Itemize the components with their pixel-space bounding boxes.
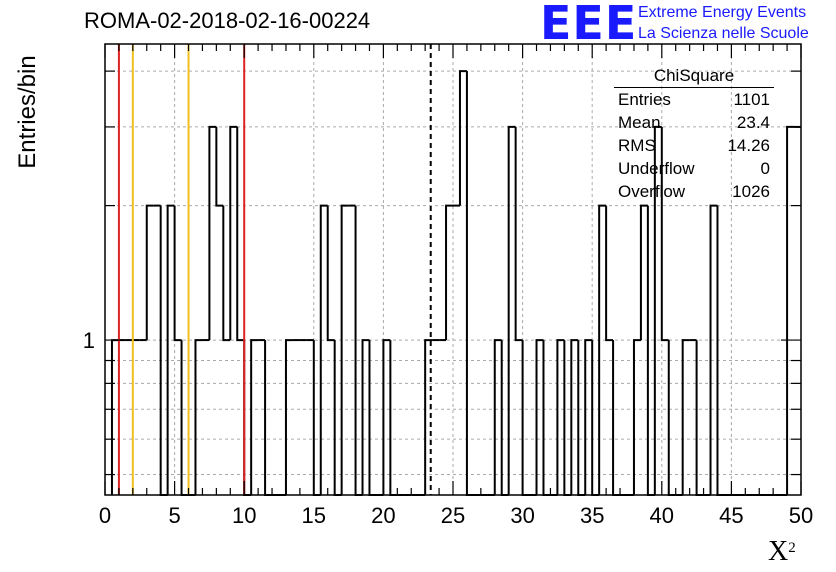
- histogram-bin: [667, 340, 676, 496]
- histogram-bin: [215, 126, 224, 207]
- histogram-bin: [264, 340, 273, 496]
- histogram-bin: [542, 340, 551, 496]
- stats-box: ChiSquare Entries 1101 Mean 23.4 RMS 14.26 …: [610, 66, 778, 203]
- histogram-bin: [354, 205, 363, 496]
- x-tick-label: 35: [580, 503, 604, 528]
- stats-label: Overflow: [618, 182, 686, 201]
- histogram-bin: [333, 340, 342, 496]
- stats-row: Overflow 1026: [610, 180, 778, 203]
- histogram-bin: [424, 339, 433, 495]
- histogram-bin: [507, 125, 516, 495]
- stats-label: Entries: [618, 90, 671, 109]
- histogram-bin: [229, 125, 238, 341]
- histogram-bin: [646, 205, 655, 496]
- logo-line-1: Extreme Energy Events: [638, 4, 807, 21]
- histogram-bin: [605, 205, 614, 342]
- histogram-bin: [382, 339, 391, 495]
- histogram-bin: [465, 71, 474, 496]
- eee-logo: EEE: [540, 0, 638, 50]
- histogram-bin: [458, 70, 467, 206]
- histogram-bin: [695, 340, 704, 496]
- stats-label: Underflow: [618, 159, 695, 178]
- histogram-bin: [598, 204, 607, 495]
- histogram-bin: [681, 339, 690, 495]
- x-tick-label: 15: [302, 503, 326, 528]
- y-axis-label: Entries/bin: [14, 55, 41, 169]
- histogram-bin: [250, 339, 259, 495]
- stats-row: RMS 14.26: [610, 134, 778, 157]
- stats-value: 14.26: [727, 136, 770, 155]
- histogram-bin: [312, 340, 321, 496]
- stats-value: 0: [760, 159, 770, 178]
- histogram-bin: [514, 126, 523, 342]
- chart-title: ROMA-02-2018-02-16-00224: [84, 8, 371, 33]
- histogram-bin: [639, 204, 648, 341]
- histogram-bin: [632, 339, 641, 495]
- y-axis-ticks: 1: [83, 70, 801, 476]
- histogram-bin: [222, 205, 231, 342]
- y-tick-label: 1: [83, 328, 95, 353]
- histogram-bin: [145, 204, 154, 341]
- histogram-bin: [653, 125, 662, 495]
- stats-value: 23.4: [736, 113, 770, 132]
- histogram-bin: [716, 205, 725, 496]
- x-tick-label: 45: [719, 503, 743, 528]
- histogram-bin: [284, 339, 293, 495]
- histogram-bin: [208, 125, 217, 341]
- stats-label: Mean: [618, 113, 661, 132]
- histogram-bin: [556, 339, 565, 495]
- x-tick-label: 20: [371, 503, 395, 528]
- histogram-bin: [709, 204, 718, 495]
- histogram-bin: [612, 340, 621, 496]
- histogram-bin: [584, 339, 593, 495]
- x-axis-ticks: 0 5 10 15 20 25 30 35 40 45 50: [99, 44, 813, 528]
- histogram-bin: [243, 340, 252, 496]
- histogram-bin: [500, 340, 509, 496]
- x-tick-label: 10: [232, 503, 256, 528]
- logo-line-2: La Scienza nelle Scuole: [638, 25, 809, 42]
- stats-title: ChiSquare: [614, 66, 774, 88]
- histogram-bin: [236, 126, 245, 342]
- stats-value: 1101: [733, 90, 770, 109]
- x-tick-label: 0: [99, 503, 111, 528]
- histogram-bin: [173, 205, 182, 342]
- histogram-bin: [326, 205, 335, 342]
- x-tick-label: 40: [650, 503, 674, 528]
- histogram-bin: [570, 339, 579, 495]
- histogram-bin: [319, 204, 328, 495]
- histogram-bin: [340, 204, 349, 495]
- histogram-bin: [660, 126, 669, 342]
- x-tick-label: 25: [441, 503, 465, 528]
- x-tick-label: 30: [510, 503, 534, 528]
- histogram-bin: [493, 339, 502, 495]
- histogram-bin: [194, 339, 203, 495]
- x-tick-label: 5: [168, 503, 180, 528]
- histogram-bin: [361, 339, 370, 495]
- histogram-bin: [159, 205, 168, 496]
- stats-row: Mean 23.4: [610, 111, 778, 134]
- histogram-bin: [535, 339, 544, 495]
- stats-row: Entries 1101: [610, 88, 778, 111]
- x-tick-label: 50: [789, 503, 813, 528]
- x-axis-label: X2: [768, 536, 796, 567]
- histogram-bin: [180, 340, 189, 496]
- stats-value: 1026: [732, 182, 770, 201]
- histogram-bin: [389, 340, 398, 496]
- histogram-bin: [786, 125, 795, 495]
- histogram-bin: [368, 340, 377, 496]
- histogram-bin: [591, 340, 600, 496]
- histogram-bin: [521, 340, 530, 496]
- histogram-bin: [445, 204, 453, 341]
- histogram-bin: [577, 340, 586, 496]
- histogram-bin: [166, 204, 175, 495]
- histogram-bin: [563, 340, 572, 496]
- stats-row: Underflow 0: [610, 157, 778, 180]
- reference-lines: [117, 44, 432, 495]
- histogram-bin: [110, 339, 119, 495]
- stats-label: RMS: [618, 136, 656, 155]
